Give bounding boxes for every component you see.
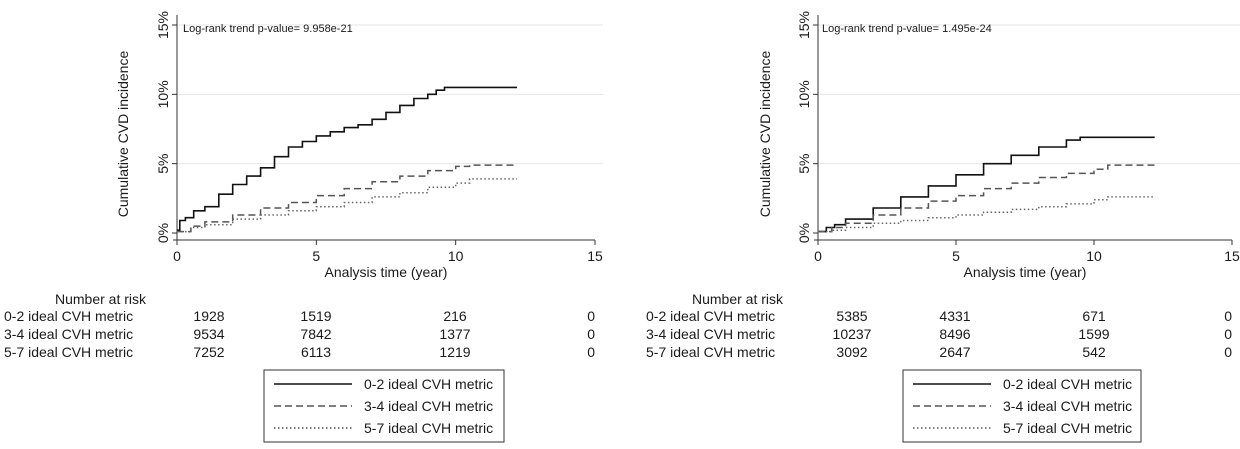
y-tick-label: 10% xyxy=(796,80,812,108)
risk-table-value: 542 xyxy=(1082,344,1106,360)
risk-table-value: 7252 xyxy=(193,344,224,360)
p-value-annotation: Log-rank trend p-value= 9.958e-21 xyxy=(183,23,353,35)
x-axis-title: Analysis time (year) xyxy=(964,264,1087,280)
legend-box xyxy=(263,369,505,443)
x-tick-label: 5 xyxy=(312,248,320,264)
risk-table-value: 1599 xyxy=(1078,326,1109,342)
risk-table-value: 10237 xyxy=(833,326,872,342)
y-tick-label: 15% xyxy=(155,11,171,39)
y-tick-label: 5% xyxy=(796,154,812,174)
legend-label: 3-4 ideal CVH metric xyxy=(1003,398,1132,414)
risk-table-value: 1519 xyxy=(300,308,331,324)
series-line-3-4 xyxy=(818,164,1155,233)
x-tick-label: 0 xyxy=(814,248,822,264)
legend-label: 5-7 ideal CVH metric xyxy=(364,420,493,436)
risk-table-row-label: 0-2 ideal CVH metric xyxy=(646,308,775,324)
x-tick-label: 15 xyxy=(1224,248,1240,264)
y-tick-label: 5% xyxy=(155,154,171,174)
risk-table-title: Number at risk xyxy=(55,291,147,307)
risk-table-value: 0 xyxy=(587,344,595,360)
y-axis-title: Cumulative CVD incidence xyxy=(757,51,773,218)
risk-table-row-label: 0-2 ideal CVH metric xyxy=(4,308,133,324)
risk-table-value: 0 xyxy=(587,326,595,342)
legend-label: 5-7 ideal CVH metric xyxy=(1003,420,1132,436)
chart-panel-2: 0% 5% 10% 15% 0 5 10 15 Analysis time (year) Cumu… xyxy=(646,11,1240,443)
x-tick-label: 10 xyxy=(1086,248,1102,264)
x-axis-title: Analysis time (year) xyxy=(325,264,448,280)
risk-table-value: 7842 xyxy=(300,326,331,342)
series-line-5-7 xyxy=(177,178,517,233)
legend-label: 0-2 ideal CVH metric xyxy=(364,376,493,392)
y-tick-label: 0% xyxy=(796,223,812,243)
risk-table-value: 5385 xyxy=(836,308,867,324)
y-tick-label: 0% xyxy=(155,223,171,243)
risk-table-value: 216 xyxy=(443,308,467,324)
risk-table-value: 3092 xyxy=(836,344,867,360)
chart-panel-1: 0% 5% 10% 15% 0 5 10 15 Analysis time (year) Cumu… xyxy=(4,11,603,443)
risk-table-value: 2647 xyxy=(939,344,970,360)
y-tick-label: 15% xyxy=(796,11,812,39)
risk-table-value: 1219 xyxy=(439,344,470,360)
x-tick-label: 10 xyxy=(448,248,464,264)
risk-table-value: 4331 xyxy=(939,308,970,324)
series-line-0-2 xyxy=(818,136,1155,233)
y-axis-title: Cumulative CVD incidence xyxy=(115,51,131,218)
legend-label: 0-2 ideal CVH metric xyxy=(1003,376,1132,392)
p-value-annotation: Log-rank trend p-value= 1.495e-24 xyxy=(822,23,992,35)
risk-table-value: 1377 xyxy=(439,326,470,342)
series-line-0-2 xyxy=(177,86,517,231)
y-tick-label: 10% xyxy=(155,80,171,108)
risk-table-value: 6113 xyxy=(301,344,331,360)
risk-table-title: Number at risk xyxy=(692,291,784,307)
risk-table-value: 0 xyxy=(1224,308,1232,324)
risk-table-value: 1928 xyxy=(193,308,224,324)
risk-table-row-label: 3-4 ideal CVH metric xyxy=(4,326,133,342)
series-line-5-7 xyxy=(818,196,1155,233)
series-line-3-4 xyxy=(177,164,517,233)
risk-table-value: 0 xyxy=(1224,344,1232,360)
x-tick-label: 0 xyxy=(173,248,181,264)
risk-table-row-label: 5-7 ideal CVH metric xyxy=(4,344,133,360)
risk-table-value: 0 xyxy=(587,308,595,324)
risk-table-value: 9534 xyxy=(193,326,224,342)
risk-table-row-label: 3-4 ideal CVH metric xyxy=(646,326,775,342)
legend-box xyxy=(902,369,1142,443)
risk-table-row-label: 5-7 ideal CVH metric xyxy=(646,344,775,360)
risk-table-value: 671 xyxy=(1082,308,1106,324)
risk-table-value: 0 xyxy=(1224,326,1232,342)
x-tick-label: 15 xyxy=(587,248,603,264)
legend-label: 3-4 ideal CVH metric xyxy=(364,398,493,414)
risk-table-value: 8496 xyxy=(939,326,970,342)
x-tick-label: 5 xyxy=(952,248,960,264)
